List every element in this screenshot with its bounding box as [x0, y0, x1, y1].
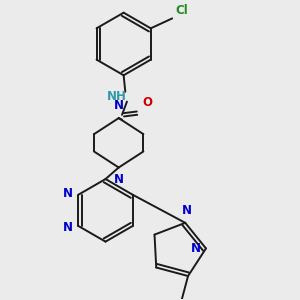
Text: N: N [182, 204, 192, 217]
Text: N: N [114, 99, 124, 112]
Text: N: N [114, 173, 124, 186]
Text: Cl: Cl [176, 4, 188, 17]
Text: N: N [62, 221, 73, 234]
Text: O: O [143, 96, 153, 109]
Text: N: N [191, 242, 201, 255]
Text: NH: NH [107, 90, 127, 103]
Text: N: N [62, 187, 73, 200]
